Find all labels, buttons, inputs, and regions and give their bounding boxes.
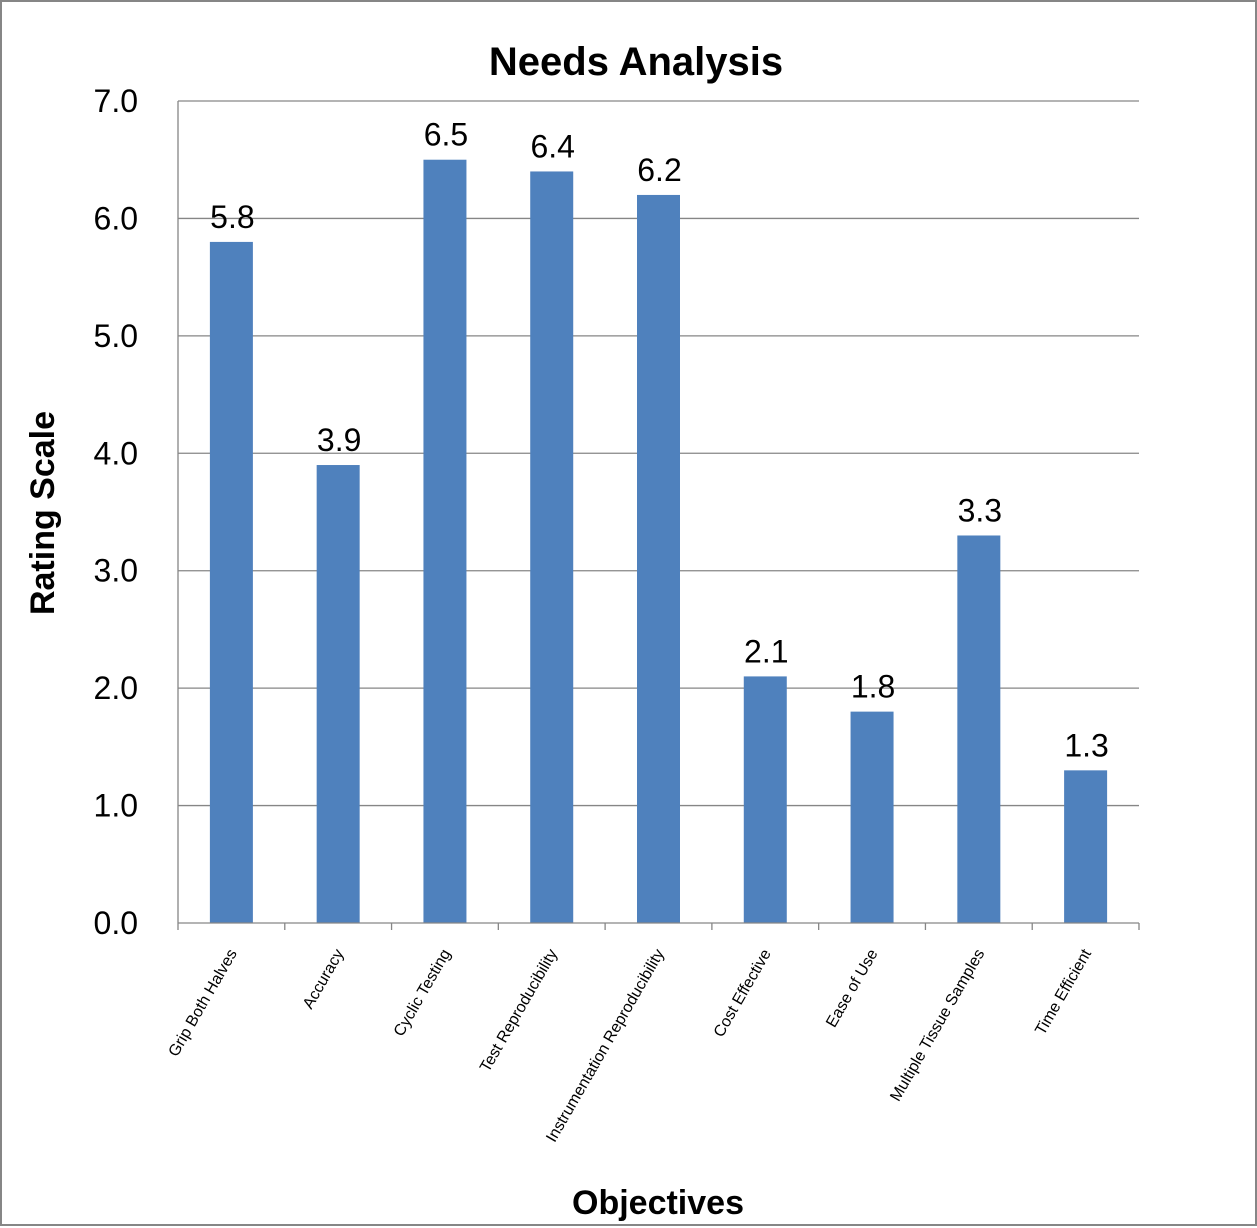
bar	[316, 465, 360, 923]
data-label: 6.2	[637, 152, 681, 188]
y-tick-label: 3.0	[94, 553, 138, 589]
x-tick-label: Multiple Tissue Samples	[887, 947, 988, 1105]
data-label: 6.5	[424, 117, 468, 153]
y-tick-label: 0.0	[94, 905, 138, 941]
x-tick-label: Ease of Use	[823, 946, 881, 1030]
data-label: 1.8	[851, 669, 895, 705]
data-label: 6.4	[530, 128, 574, 164]
data-label: 3.9	[317, 422, 361, 458]
x-tick-label: Test Reproducibility	[477, 947, 561, 1076]
data-label: 1.3	[1064, 727, 1108, 763]
x-tick-label: Cyclic Testing	[391, 947, 454, 1040]
y-tick-label: 4.0	[94, 435, 138, 471]
x-tick-label: Time Efficient	[1032, 946, 1095, 1038]
y-axis-title: Rating Scale	[24, 411, 62, 615]
y-tick-label: 7.0	[94, 83, 138, 119]
bar	[1064, 770, 1108, 923]
data-label: 5.8	[210, 199, 254, 235]
x-tick-label: Instrumentation Reproducibility	[543, 947, 668, 1146]
y-tick-label: 1.0	[94, 788, 138, 824]
data-labels: 5.8 3.9 6.5 6.4 6.2 2.1 1.8 3.3 1.3	[210, 117, 1109, 764]
bar	[423, 159, 467, 923]
chart-title: Needs Analysis	[489, 40, 783, 84]
bars	[209, 159, 1108, 923]
axes	[177, 101, 1140, 930]
x-tick-label: Grip Both Halves	[166, 947, 241, 1060]
bar	[209, 241, 253, 923]
x-axis-title: Objectives	[572, 1184, 744, 1222]
bar	[637, 194, 680, 923]
x-tick-label: Accuracy	[300, 947, 348, 1012]
data-label: 2.1	[744, 633, 788, 669]
bar	[743, 676, 787, 923]
x-tick-labels: Grip Both Halves Accuracy Cyclic Testing Te…	[166, 946, 1096, 1145]
bar	[957, 535, 1001, 923]
y-tick-label: 6.0	[94, 200, 138, 236]
bar	[850, 711, 894, 923]
y-tick-labels: 0.0 1.0 2.0 3.0 4.0 5.0 6.0 7.0	[94, 83, 138, 941]
bar	[530, 171, 574, 923]
x-tick-label: Cost Effective	[711, 946, 775, 1040]
y-tick-label: 5.0	[94, 318, 138, 354]
y-tick-label: 2.0	[94, 670, 138, 706]
data-label: 3.3	[958, 492, 1002, 528]
